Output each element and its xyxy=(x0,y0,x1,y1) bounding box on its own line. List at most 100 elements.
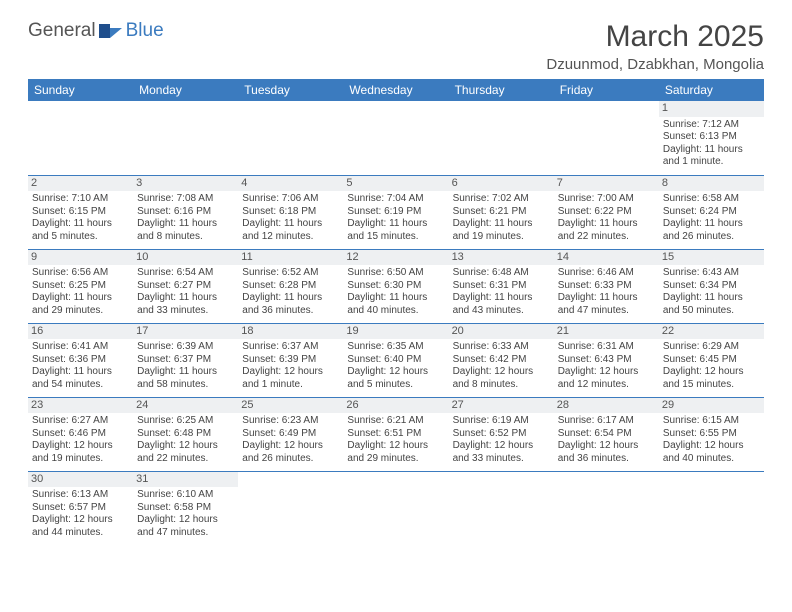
day-number: 12 xyxy=(343,250,448,266)
day-number: 17 xyxy=(133,324,238,340)
calendar-cell xyxy=(28,101,133,175)
daylight-text: Daylight: 12 hours and 47 minutes. xyxy=(137,514,234,539)
calendar-cell: 23Sunrise: 6:27 AMSunset: 6:46 PMDayligh… xyxy=(28,397,133,471)
sunrise-text: Sunrise: 6:56 AM xyxy=(32,267,129,280)
logo: General Blue xyxy=(28,20,164,42)
sunrise-text: Sunrise: 6:48 AM xyxy=(453,267,550,280)
daylight-text: Daylight: 11 hours and 1 minute. xyxy=(663,144,760,169)
sunset-text: Sunset: 6:57 PM xyxy=(32,502,129,515)
daylight-text: Daylight: 11 hours and 58 minutes. xyxy=(137,366,234,391)
day-number: 14 xyxy=(554,250,659,266)
sunrise-text: Sunrise: 7:12 AM xyxy=(663,119,760,132)
calendar-cell xyxy=(659,471,764,545)
sunrise-text: Sunrise: 6:19 AM xyxy=(453,415,550,428)
location: Dzuunmod, Dzabkhan, Mongolia xyxy=(546,56,764,73)
day-number: 23 xyxy=(28,398,133,414)
calendar-cell: 31Sunrise: 6:10 AMSunset: 6:58 PMDayligh… xyxy=(133,471,238,545)
sunrise-text: Sunrise: 6:21 AM xyxy=(347,415,444,428)
sunrise-text: Sunrise: 6:31 AM xyxy=(558,341,655,354)
daylight-text: Daylight: 12 hours and 1 minute. xyxy=(242,366,339,391)
calendar-cell: 20Sunrise: 6:33 AMSunset: 6:42 PMDayligh… xyxy=(449,323,554,397)
sunrise-text: Sunrise: 7:04 AM xyxy=(347,193,444,206)
sunrise-text: Sunrise: 6:23 AM xyxy=(242,415,339,428)
calendar-cell: 29Sunrise: 6:15 AMSunset: 6:55 PMDayligh… xyxy=(659,397,764,471)
daylight-text: Daylight: 11 hours and 12 minutes. xyxy=(242,218,339,243)
day-number: 24 xyxy=(133,398,238,414)
day-number: 29 xyxy=(659,398,764,414)
calendar-cell: 16Sunrise: 6:41 AMSunset: 6:36 PMDayligh… xyxy=(28,323,133,397)
daylight-text: Daylight: 12 hours and 5 minutes. xyxy=(347,366,444,391)
day-number: 16 xyxy=(28,324,133,340)
calendar-cell: 9Sunrise: 6:56 AMSunset: 6:25 PMDaylight… xyxy=(28,249,133,323)
day-number: 8 xyxy=(659,176,764,192)
sunrise-text: Sunrise: 6:43 AM xyxy=(663,267,760,280)
sunset-text: Sunset: 6:31 PM xyxy=(453,280,550,293)
daylight-text: Daylight: 11 hours and 54 minutes. xyxy=(32,366,129,391)
day-number: 3 xyxy=(133,176,238,192)
calendar-cell xyxy=(449,471,554,545)
day-number: 13 xyxy=(449,250,554,266)
day-number: 25 xyxy=(238,398,343,414)
calendar-cell: 25Sunrise: 6:23 AMSunset: 6:49 PMDayligh… xyxy=(238,397,343,471)
sunrise-text: Sunrise: 6:58 AM xyxy=(663,193,760,206)
sunset-text: Sunset: 6:51 PM xyxy=(347,428,444,441)
calendar-cell xyxy=(238,471,343,545)
sunrise-text: Sunrise: 6:13 AM xyxy=(32,489,129,502)
calendar-cell: 11Sunrise: 6:52 AMSunset: 6:28 PMDayligh… xyxy=(238,249,343,323)
sunset-text: Sunset: 6:21 PM xyxy=(453,206,550,219)
calendar-week-row: 1Sunrise: 7:12 AMSunset: 6:13 PMDaylight… xyxy=(28,101,764,175)
sunset-text: Sunset: 6:22 PM xyxy=(558,206,655,219)
calendar-cell: 19Sunrise: 6:35 AMSunset: 6:40 PMDayligh… xyxy=(343,323,448,397)
day-header: Friday xyxy=(554,79,659,101)
calendar-cell: 14Sunrise: 6:46 AMSunset: 6:33 PMDayligh… xyxy=(554,249,659,323)
sunset-text: Sunset: 6:16 PM xyxy=(137,206,234,219)
sunrise-text: Sunrise: 7:08 AM xyxy=(137,193,234,206)
month-title: March 2025 xyxy=(546,20,764,54)
logo-text-blue: Blue xyxy=(126,20,164,42)
day-header: Thursday xyxy=(449,79,554,101)
day-number: 2 xyxy=(28,176,133,192)
calendar-cell xyxy=(343,471,448,545)
day-number: 27 xyxy=(449,398,554,414)
calendar-cell xyxy=(343,101,448,175)
sunset-text: Sunset: 6:28 PM xyxy=(242,280,339,293)
daylight-text: Daylight: 12 hours and 19 minutes. xyxy=(32,440,129,465)
logo-text-general: General xyxy=(28,20,96,42)
sunset-text: Sunset: 6:40 PM xyxy=(347,354,444,367)
sunrise-text: Sunrise: 6:52 AM xyxy=(242,267,339,280)
calendar-cell: 17Sunrise: 6:39 AMSunset: 6:37 PMDayligh… xyxy=(133,323,238,397)
sunrise-text: Sunrise: 6:29 AM xyxy=(663,341,760,354)
day-number: 30 xyxy=(28,472,133,488)
sunset-text: Sunset: 6:49 PM xyxy=(242,428,339,441)
sunset-text: Sunset: 6:48 PM xyxy=(137,428,234,441)
sunset-text: Sunset: 6:15 PM xyxy=(32,206,129,219)
sunset-text: Sunset: 6:52 PM xyxy=(453,428,550,441)
sunset-text: Sunset: 6:43 PM xyxy=(558,354,655,367)
calendar-cell: 12Sunrise: 6:50 AMSunset: 6:30 PMDayligh… xyxy=(343,249,448,323)
sunrise-text: Sunrise: 7:02 AM xyxy=(453,193,550,206)
sunset-text: Sunset: 6:55 PM xyxy=(663,428,760,441)
sunrise-text: Sunrise: 6:46 AM xyxy=(558,267,655,280)
daylight-text: Daylight: 11 hours and 5 minutes. xyxy=(32,218,129,243)
daylight-text: Daylight: 12 hours and 26 minutes. xyxy=(242,440,339,465)
day-number: 15 xyxy=(659,250,764,266)
calendar-week-row: 23Sunrise: 6:27 AMSunset: 6:46 PMDayligh… xyxy=(28,397,764,471)
calendar-cell: 10Sunrise: 6:54 AMSunset: 6:27 PMDayligh… xyxy=(133,249,238,323)
calendar-cell: 21Sunrise: 6:31 AMSunset: 6:43 PMDayligh… xyxy=(554,323,659,397)
daylight-text: Daylight: 12 hours and 22 minutes. xyxy=(137,440,234,465)
day-number: 11 xyxy=(238,250,343,266)
day-number: 10 xyxy=(133,250,238,266)
daylight-text: Daylight: 12 hours and 44 minutes. xyxy=(32,514,129,539)
header: General Blue March 2025 Dzuunmod, Dzabkh… xyxy=(28,20,764,73)
calendar-cell: 24Sunrise: 6:25 AMSunset: 6:48 PMDayligh… xyxy=(133,397,238,471)
daylight-text: Daylight: 11 hours and 22 minutes. xyxy=(558,218,655,243)
sunset-text: Sunset: 6:42 PM xyxy=(453,354,550,367)
daylight-text: Daylight: 11 hours and 40 minutes. xyxy=(347,292,444,317)
daylight-text: Daylight: 11 hours and 19 minutes. xyxy=(453,218,550,243)
daylight-text: Daylight: 12 hours and 33 minutes. xyxy=(453,440,550,465)
day-header: Tuesday xyxy=(238,79,343,101)
sunset-text: Sunset: 6:30 PM xyxy=(347,280,444,293)
sunrise-text: Sunrise: 7:06 AM xyxy=(242,193,339,206)
sunset-text: Sunset: 6:54 PM xyxy=(558,428,655,441)
sunset-text: Sunset: 6:27 PM xyxy=(137,280,234,293)
